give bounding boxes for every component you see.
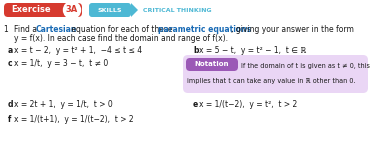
- Text: Notation: Notation: [195, 62, 229, 67]
- Text: e: e: [193, 100, 198, 109]
- FancyBboxPatch shape: [89, 3, 131, 17]
- Text: y = f(x). In each case find the domain and range of f(x).: y = f(x). In each case find the domain a…: [14, 34, 228, 43]
- Text: Exercise: Exercise: [11, 5, 51, 15]
- Text: , giving your answer in the form: , giving your answer in the form: [231, 25, 354, 34]
- Polygon shape: [131, 3, 138, 17]
- Text: d: d: [8, 100, 13, 109]
- Text: equation for each of these: equation for each of these: [69, 25, 175, 34]
- Text: 3A: 3A: [66, 5, 78, 15]
- Text: If the domain of t is given as t ≠ 0, this: If the domain of t is given as t ≠ 0, th…: [241, 63, 370, 69]
- Text: Find a: Find a: [14, 25, 40, 34]
- FancyBboxPatch shape: [186, 58, 238, 71]
- Text: f: f: [8, 115, 11, 124]
- FancyBboxPatch shape: [4, 3, 82, 17]
- Text: x = 2t + 1,  y = 1/t,  t > 0: x = 2t + 1, y = 1/t, t > 0: [14, 100, 113, 109]
- Text: parametric equations: parametric equations: [158, 25, 251, 34]
- FancyBboxPatch shape: [183, 55, 368, 93]
- Text: x = 5 − t,  y = t² − 1,  t ∈ ℝ: x = 5 − t, y = t² − 1, t ∈ ℝ: [199, 46, 306, 55]
- Text: b: b: [193, 46, 198, 55]
- Text: x = 1/(t+1),  y = 1/(t−2),  t > 2: x = 1/(t+1), y = 1/(t−2), t > 2: [14, 115, 134, 124]
- Text: c: c: [8, 59, 13, 68]
- Text: CRITICAL THINKING: CRITICAL THINKING: [143, 7, 211, 13]
- Text: x = 1/t,  y = 3 − t,  t ≠ 0: x = 1/t, y = 3 − t, t ≠ 0: [14, 59, 108, 68]
- Text: implies that t can take any value in ℝ other than 0.: implies that t can take any value in ℝ o…: [187, 78, 355, 84]
- Text: a: a: [8, 46, 13, 55]
- Text: x = 1/(t−2),  y = t²,  t > 2: x = 1/(t−2), y = t², t > 2: [199, 100, 297, 109]
- Text: SKILLS: SKILLS: [98, 7, 122, 13]
- Text: 1: 1: [4, 25, 13, 34]
- Text: Cartesian: Cartesian: [36, 25, 77, 34]
- Circle shape: [63, 2, 81, 18]
- Text: x = t − 2,  y = t² + 1,  −4 ≤ t ≤ 4: x = t − 2, y = t² + 1, −4 ≤ t ≤ 4: [14, 46, 142, 55]
